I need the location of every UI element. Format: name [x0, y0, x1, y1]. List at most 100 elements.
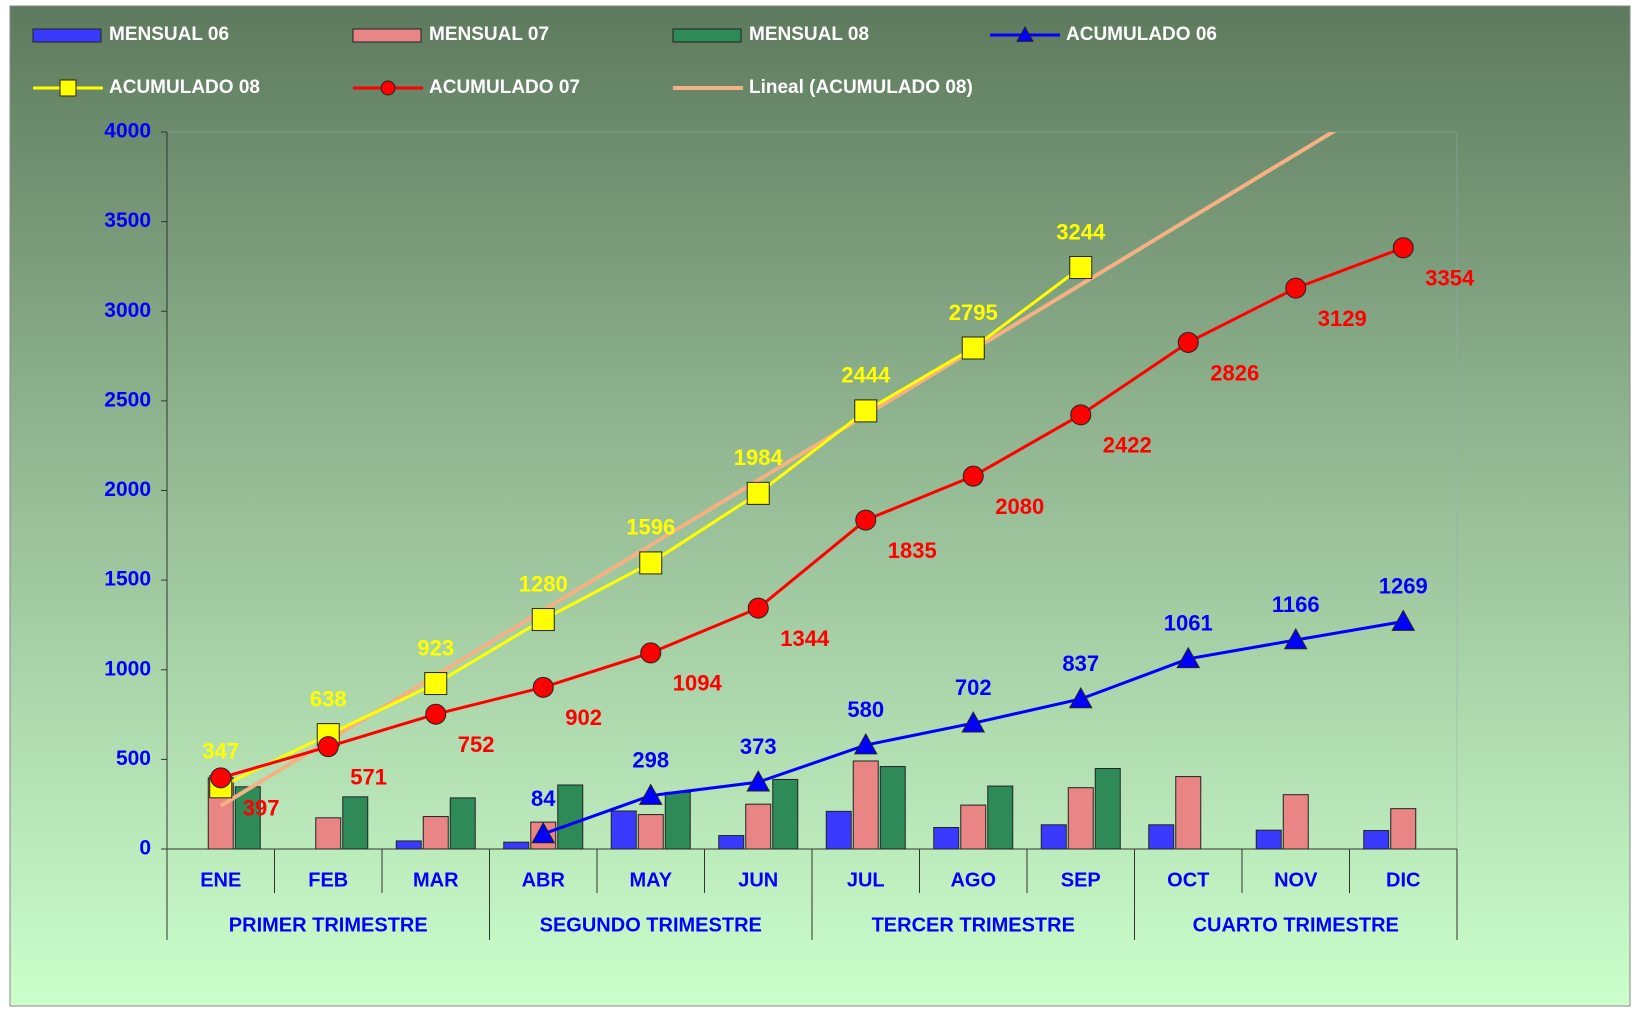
x-tick-label: NOV: [1274, 869, 1318, 891]
marker: [210, 767, 232, 789]
marker: [1285, 277, 1307, 299]
group-label: PRIMER TRIMESTRE: [229, 914, 428, 936]
marker: [640, 642, 662, 664]
legend-label: ACUMULADO 06: [1066, 24, 1217, 45]
bar: [933, 826, 960, 850]
marker: [1069, 256, 1093, 280]
bar: [960, 804, 987, 850]
x-tick-label: ABR: [522, 869, 566, 891]
legend-label: ACUMULADO 07: [429, 77, 580, 98]
bar: [557, 784, 584, 850]
x-tick-label: OCT: [1167, 869, 1209, 891]
marker: [380, 80, 396, 96]
bar: [342, 796, 369, 850]
bar: [745, 803, 772, 850]
data-label: 373: [740, 734, 777, 759]
bar: [987, 785, 1014, 850]
bar: [503, 841, 530, 850]
data-label: 1344: [780, 626, 830, 651]
data-label: 2422: [1103, 433, 1152, 458]
marker: [1176, 646, 1201, 669]
marker: [854, 399, 878, 423]
y-tick-label: 0: [139, 837, 151, 860]
marker: [1068, 686, 1093, 709]
marker: [746, 770, 771, 792]
marker: [747, 597, 769, 619]
legend-swatch: [32, 28, 102, 43]
marker: [532, 676, 554, 698]
bar: [772, 778, 799, 850]
marker: [531, 608, 555, 632]
marker: [1177, 331, 1199, 353]
y-tick-label: 2500: [104, 388, 151, 411]
legend-label: MENSUAL 06: [109, 24, 229, 45]
bar: [637, 814, 664, 850]
marker: [425, 703, 447, 725]
legend-swatch: [672, 28, 742, 43]
data-label: 2826: [1210, 360, 1259, 385]
data-label: 571: [350, 764, 387, 789]
marker: [962, 465, 984, 487]
bar: [1282, 794, 1309, 850]
data-label: 638: [310, 686, 347, 711]
data-label: 580: [847, 697, 884, 722]
group-label: SEGUNDO TRIMESTRE: [540, 914, 762, 936]
data-label: 2080: [995, 494, 1044, 519]
marker: [1283, 627, 1308, 650]
x-tick-label: DIC: [1386, 869, 1420, 891]
marker: [746, 481, 770, 505]
data-label: 1984: [734, 445, 784, 470]
marker: [59, 79, 77, 97]
data-label: 923: [417, 635, 454, 660]
bar: [422, 816, 449, 850]
bar: [395, 840, 422, 850]
marker: [531, 821, 556, 844]
data-label: 1280: [519, 571, 568, 596]
data-label: 3354: [1425, 266, 1475, 291]
data-label: 702: [955, 675, 992, 700]
legend-swatch: [352, 28, 422, 43]
data-label: 3244: [1056, 219, 1106, 244]
y-tick-label: 1500: [104, 568, 151, 591]
marker: [638, 783, 663, 805]
y-tick-label: 3500: [104, 209, 151, 232]
data-label: 2795: [949, 300, 998, 325]
marker: [424, 672, 448, 696]
line: [220, 246, 1404, 780]
legend-label: MENSUAL 08: [749, 24, 869, 45]
bar: [825, 810, 852, 850]
bar: [879, 766, 906, 850]
data-label: 1094: [673, 671, 723, 696]
x-tick-label: AGO: [950, 869, 996, 891]
bar: [234, 786, 261, 850]
marker: [961, 336, 985, 360]
background: [9, 5, 1631, 1007]
data-label: 837: [1062, 651, 1099, 676]
x-tick-label: JUL: [847, 869, 885, 891]
data-label: 902: [565, 705, 602, 730]
marker: [1070, 404, 1092, 426]
group-label: TERCER TRIMESTRE: [872, 914, 1075, 936]
bar: [664, 791, 691, 850]
marker: [317, 736, 339, 758]
y-tick-label: 500: [116, 747, 151, 770]
marker: [639, 551, 663, 575]
bar: [1255, 829, 1282, 850]
data-label: 1835: [888, 538, 937, 563]
data-label: 347: [202, 739, 239, 764]
data-label: 298: [632, 747, 669, 772]
x-tick-label: MAR: [413, 869, 459, 891]
x-tick-label: ENE: [200, 869, 241, 891]
bar: [718, 835, 745, 850]
bar: [449, 797, 476, 850]
line: [219, 132, 1337, 808]
data-label: 84: [531, 786, 556, 811]
bar: [1040, 824, 1067, 850]
legend-label: Lineal (ACUMULADO 08): [749, 77, 973, 98]
bar: [1094, 768, 1121, 850]
y-tick-label: 1000: [104, 657, 151, 680]
data-label: 1269: [1379, 573, 1428, 598]
x-tick-label: FEB: [308, 869, 348, 891]
bar: [1175, 776, 1202, 850]
